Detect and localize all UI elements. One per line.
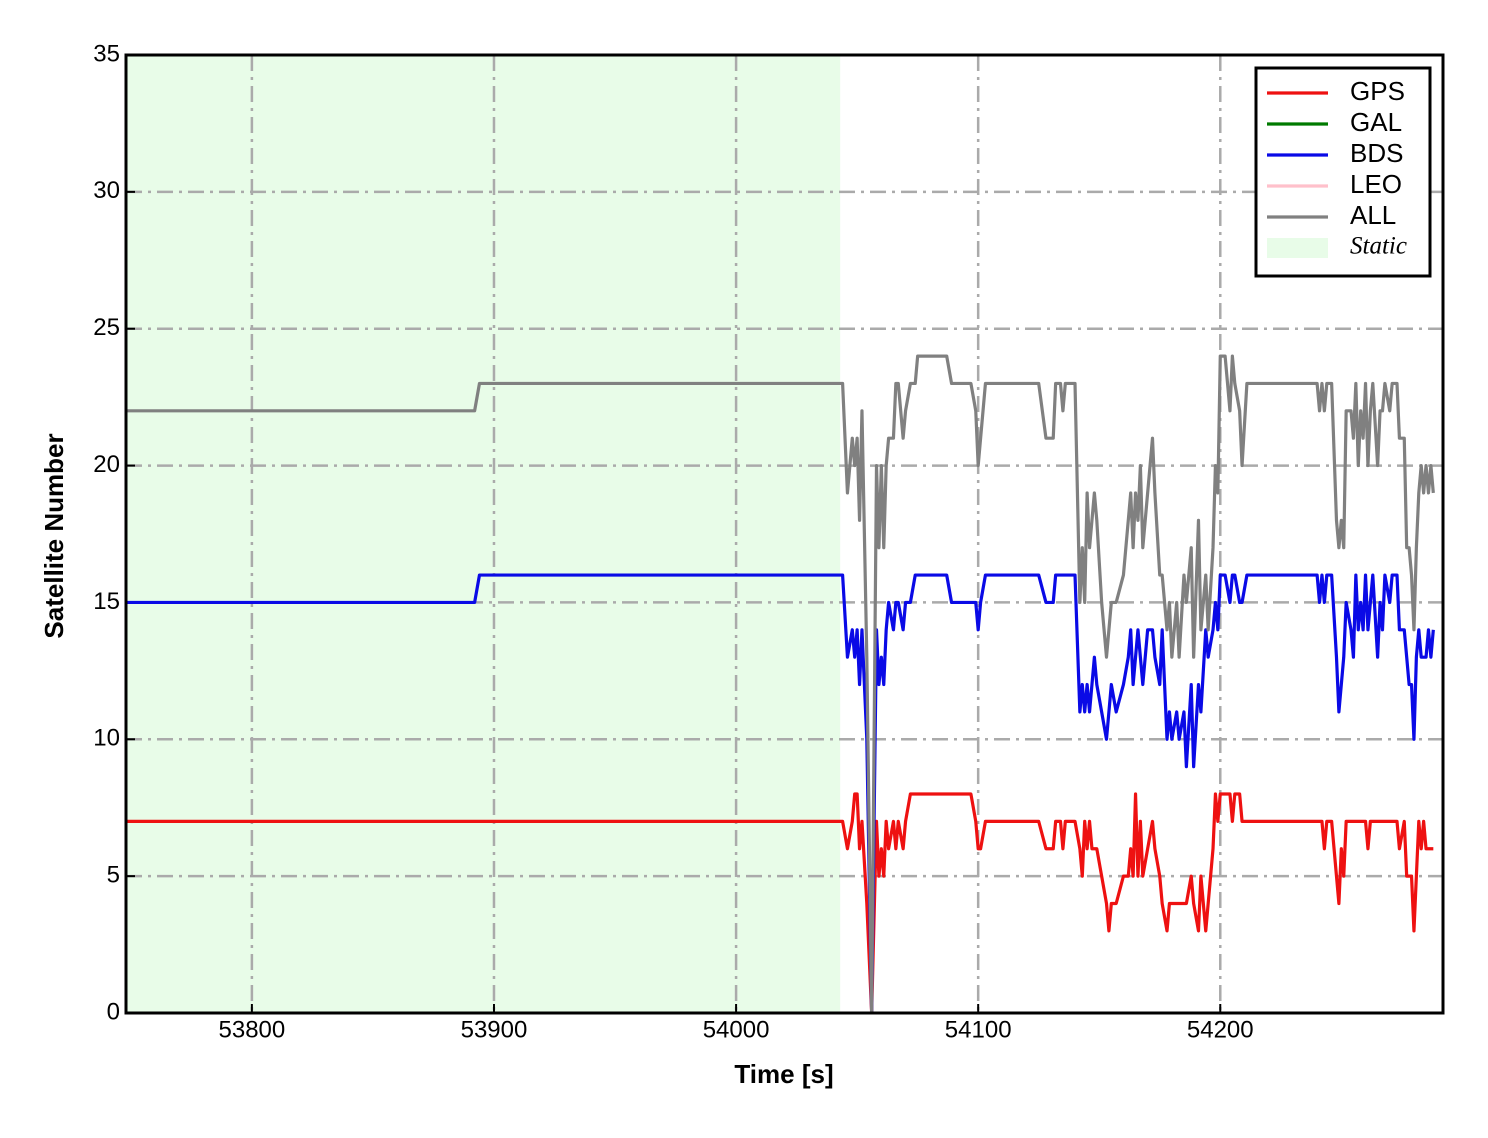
legend-label: ALL xyxy=(1350,200,1396,230)
series-line xyxy=(126,573,1435,1013)
x-tick-label: 53900 xyxy=(461,1016,528,1043)
y-axis-title: Satellite Number xyxy=(39,433,69,638)
x-axis-title: Time [s] xyxy=(734,1059,833,1089)
x-tick-label: 54100 xyxy=(945,1016,1012,1043)
x-tick-label: 53800 xyxy=(219,1016,286,1043)
y-tick-label: 20 xyxy=(93,451,120,478)
y-tick-label: 5 xyxy=(107,861,120,888)
legend-label: Static xyxy=(1350,233,1407,260)
static-region xyxy=(126,55,841,1013)
series-line xyxy=(126,792,1434,1013)
legend-label: LEO xyxy=(1350,169,1402,199)
x-tick-label: 54000 xyxy=(703,1016,770,1043)
y-tick-label: 30 xyxy=(93,177,120,204)
y-tick-label: 15 xyxy=(93,588,120,615)
legend-label: BDS xyxy=(1350,138,1403,168)
legend-key xyxy=(1267,238,1328,258)
x-tick-label: 54200 xyxy=(1187,1016,1254,1043)
plot-frame xyxy=(124,53,1445,1015)
series-line xyxy=(126,354,1435,1013)
y-tick-label: 0 xyxy=(107,998,120,1025)
legend-label: GPS xyxy=(1350,76,1405,106)
y-tick-label: 10 xyxy=(93,725,120,752)
y-tick-label: 25 xyxy=(93,314,120,341)
y-tick-label: 35 xyxy=(93,40,120,67)
legend-label: GAL xyxy=(1350,107,1402,137)
